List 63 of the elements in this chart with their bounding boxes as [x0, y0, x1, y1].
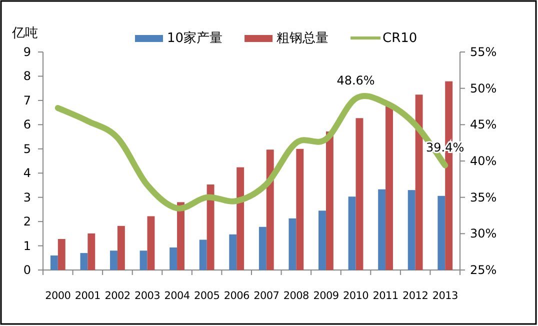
- bar: [258, 226, 266, 270]
- bar: [236, 167, 244, 270]
- y2-tick-label: 30%: [470, 226, 497, 241]
- bar: [50, 255, 58, 270]
- y2-tick-label: 50%: [470, 81, 497, 96]
- bar: [266, 150, 274, 270]
- y2-tick-label: 45%: [470, 118, 497, 132]
- legend-label: 10家产量: [167, 30, 223, 46]
- bar: [378, 189, 386, 270]
- bar: [117, 226, 125, 270]
- y-tick-label: 0: [23, 263, 31, 277]
- x-tick-label: 2007: [254, 290, 280, 302]
- y2-tick-label: 35%: [470, 190, 497, 204]
- legend-label: 粗钢总量: [276, 31, 329, 46]
- y-tick-label: 2: [23, 214, 31, 229]
- bar: [296, 148, 304, 270]
- bar: [318, 210, 326, 270]
- bar: [206, 184, 214, 270]
- y2-tick-label: 55%: [470, 45, 497, 59]
- x-tick-label: 2001: [74, 290, 100, 302]
- x-tick-label: 2004: [164, 290, 190, 302]
- bar: [199, 240, 207, 270]
- bar: [348, 196, 356, 270]
- bar: [147, 216, 155, 270]
- x-tick-label: 2012: [402, 290, 428, 302]
- bar: [110, 250, 118, 270]
- y-axis-title: 亿吨: [11, 26, 38, 41]
- y-tick-label: 7: [23, 93, 31, 108]
- y2-tick-label: 40%: [470, 154, 497, 168]
- y2-tick-label: 25%: [470, 263, 497, 277]
- bar: [408, 190, 416, 270]
- x-tick-label: 2009: [313, 290, 339, 302]
- y-tick-label: 4: [23, 166, 31, 180]
- y-tick-label: 3: [23, 190, 31, 204]
- bar: [58, 238, 66, 270]
- bar: [356, 118, 364, 270]
- bar: [229, 234, 237, 270]
- bar: [438, 196, 446, 270]
- bar: [80, 253, 88, 270]
- x-tick-label: 2010: [342, 290, 369, 302]
- bar: [88, 233, 96, 270]
- x-tick-label: 2005: [194, 290, 220, 302]
- x-tick-label: 2006: [224, 290, 250, 302]
- bar: [415, 94, 423, 270]
- y-tick-label: 9: [23, 45, 31, 59]
- bar: [386, 104, 393, 270]
- x-tick-label: 2003: [134, 290, 160, 302]
- y-tick-label: 1: [23, 238, 31, 253]
- data-label: 48.6%: [336, 74, 375, 88]
- x-tick-label: 2011: [372, 290, 398, 302]
- x-tick-label: 2013: [432, 290, 458, 302]
- bar: [140, 250, 148, 270]
- y-tick-label: 6: [23, 118, 31, 132]
- y-tick-label: 8: [23, 69, 31, 84]
- bar: [326, 131, 334, 270]
- bar: [177, 202, 184, 270]
- legend-label: CR10: [382, 31, 418, 46]
- x-tick-label: 2002: [104, 290, 130, 302]
- y-tick-label: 5: [23, 142, 31, 156]
- x-tick-label: 2008: [283, 290, 309, 302]
- x-tick-label: 2000: [45, 290, 71, 302]
- bar: [288, 218, 296, 270]
- bar: [170, 247, 178, 270]
